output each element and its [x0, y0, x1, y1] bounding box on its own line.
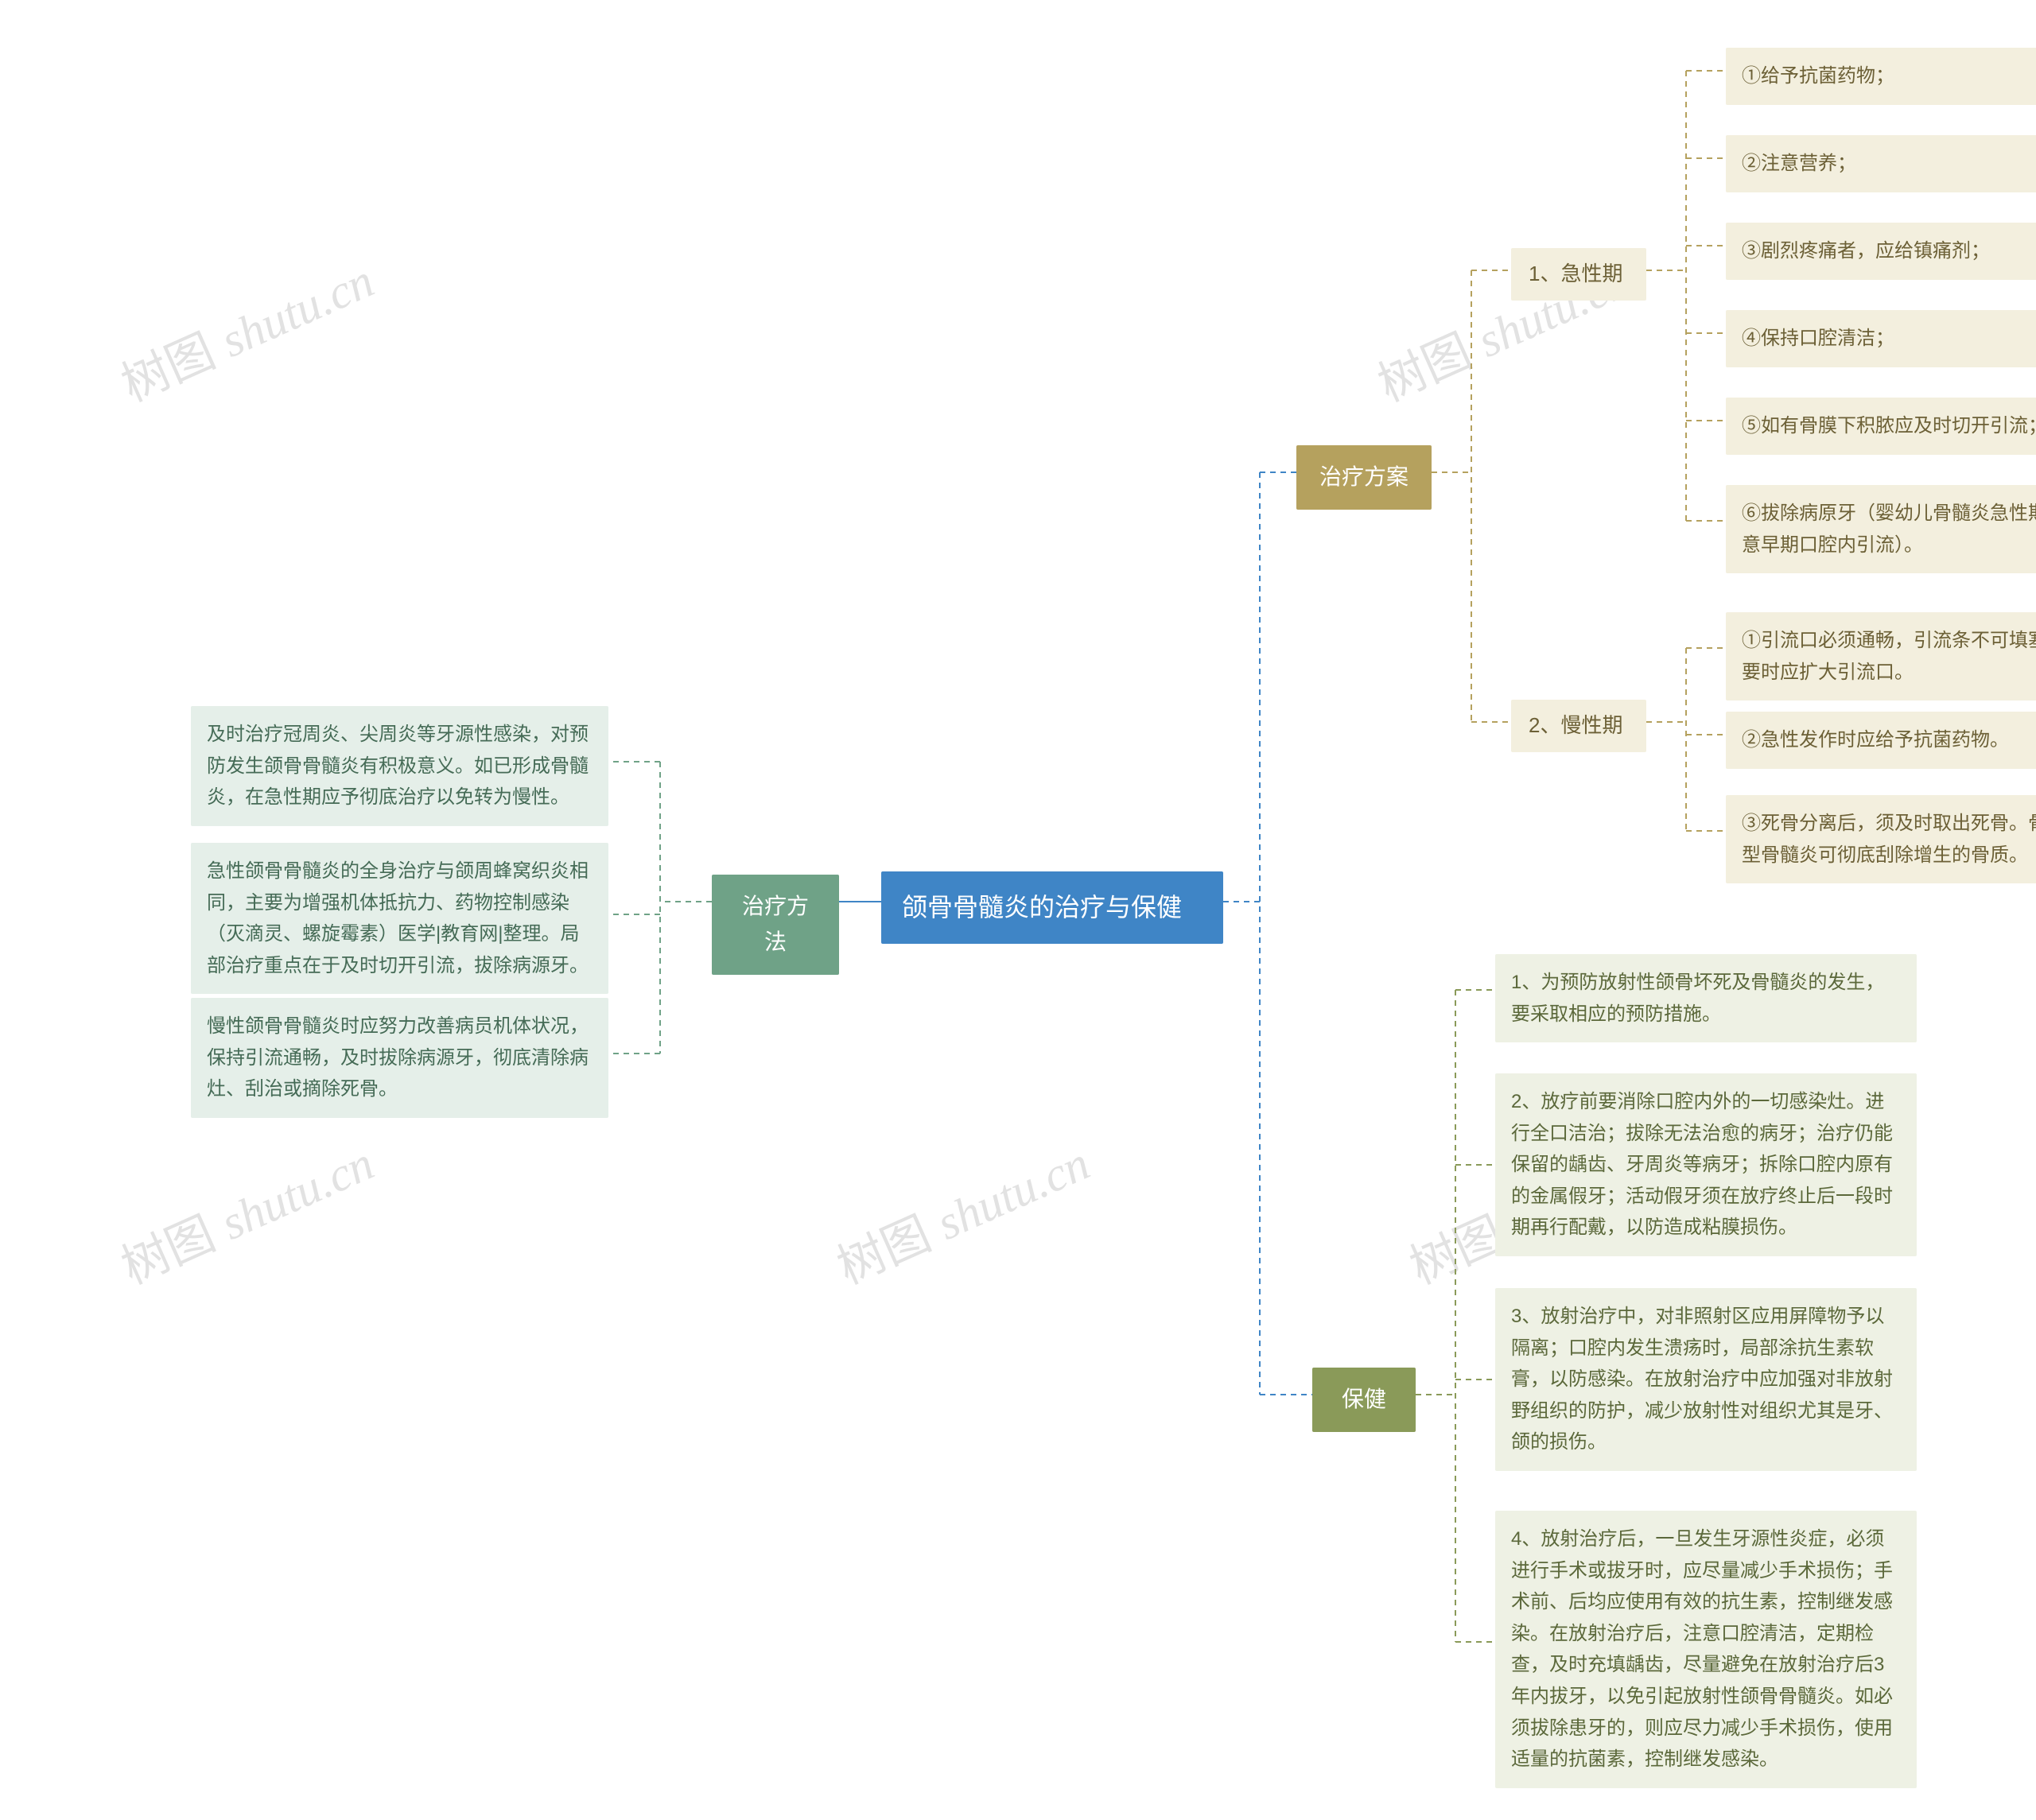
acute-leaf-5: ⑥拔除病原牙（婴幼儿骨髓炎急性期，更应注意早期口腔内引流）。: [1726, 485, 2036, 573]
acute-leaf-4: ⑤如有骨膜下积脓应及时切开引流；: [1726, 398, 2036, 455]
health-leaf-2: 3、放射治疗中，对非照射区应用屏障物予以隔离；口腔内发生溃疡时，局部涂抗生素软膏…: [1495, 1288, 1917, 1471]
chronic-leaf-2: ③死骨分离后，须及时取出死骨。骨皮质增生型骨髓炎可彻底刮除增生的骨质。: [1726, 795, 2036, 883]
method-leaf-1: 急性颌骨骨髓炎的全身治疗与颌周蜂窝织炎相同，主要为增强机体抵抗力、药物控制感染（…: [191, 843, 608, 994]
chronic-leaf-0: ①引流口必须通畅，引流条不可填塞过紧，必要时应扩大引流口。: [1726, 612, 2036, 700]
branch-plan: 治疗方案: [1296, 445, 1432, 510]
method-leaf-2: 慢性颌骨骨髓炎时应努力改善病员机体状况，保持引流通畅，及时拔除病源牙，彻底清除病…: [191, 998, 608, 1118]
branch-method: 治疗方法: [712, 875, 839, 975]
acute-leaf-1: ②注意营养；: [1726, 135, 2036, 192]
root-node: 颌骨骨髓炎的治疗与保健: [881, 871, 1223, 944]
health-leaf-0: 1、为预防放射性颌骨坏死及骨髓炎的发生，要采取相应的预防措施。: [1495, 954, 1917, 1042]
health-leaf-3: 4、放射治疗后，一旦发生牙源性炎症，必须进行手术或拔牙时，应尽量减少手术损伤；手…: [1495, 1511, 1917, 1788]
branch-health: 保健: [1312, 1368, 1416, 1432]
watermark: 树图 shutu.cn: [825, 1125, 1098, 1298]
acute-leaf-0: ①给予抗菌药物；: [1726, 48, 2036, 105]
acute-leaf-3: ④保持口腔清洁；: [1726, 310, 2036, 367]
acute-leaf-2: ③剧烈疼痛者，应给镇痛剂；: [1726, 223, 2036, 280]
mindmap-canvas: 树图 shutu.cn树图 shutu.cn树图 shutu.cn树图 shut…: [0, 0, 2036, 1820]
plan-sub-chronic: 2、慢性期: [1511, 700, 1646, 752]
method-leaf-0: 及时治疗冠周炎、尖周炎等牙源性感染，对预防发生颌骨骨髓炎有积极意义。如已形成骨髓…: [191, 706, 608, 826]
plan-sub-acute: 1、急性期: [1511, 248, 1646, 301]
watermark: 树图 shutu.cn: [109, 1125, 383, 1298]
chronic-leaf-1: ②急性发作时应给予抗菌药物。: [1726, 712, 2036, 769]
watermark: 树图 shutu.cn: [109, 243, 383, 415]
health-leaf-1: 2、放疗前要消除口腔内外的一切感染灶。进行全口洁治；拔除无法治愈的病牙；治疗仍能…: [1495, 1073, 1917, 1256]
